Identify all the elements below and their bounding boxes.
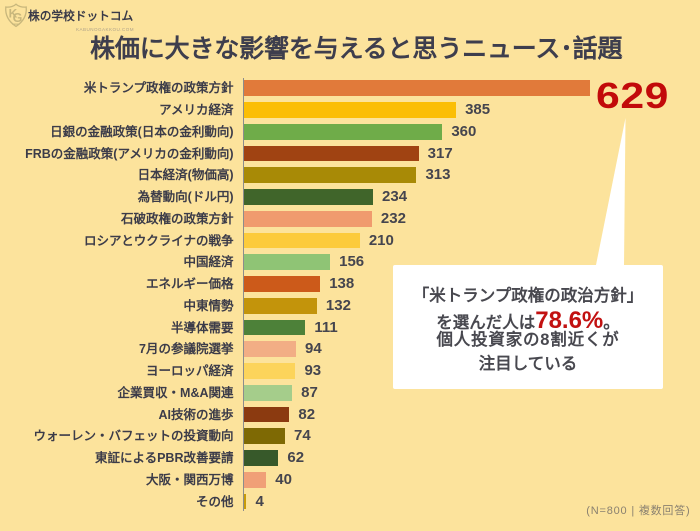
svg-text:G: G — [12, 11, 22, 25]
svg-text:K: K — [8, 7, 17, 21]
